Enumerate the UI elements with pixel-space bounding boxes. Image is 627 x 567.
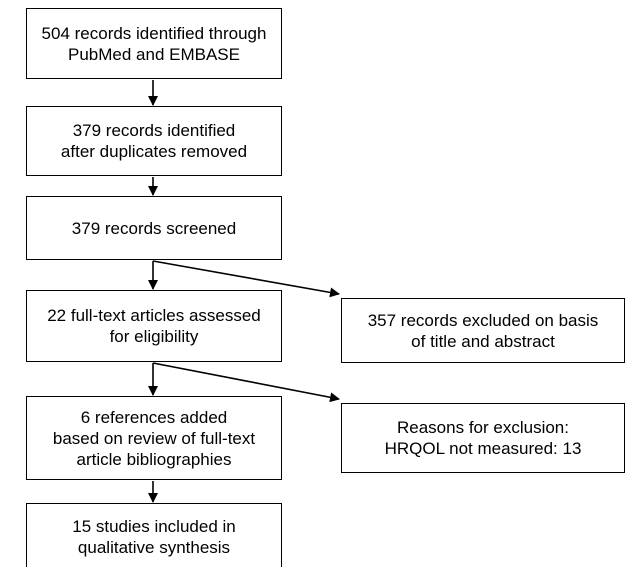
- records-excluded-box: 357 records excluded on basis of title a…: [341, 298, 625, 363]
- box-text-line: 22 full-text articles assessed: [47, 306, 261, 325]
- arrow-full-text-to-exclusion-reasons: [152, 362, 340, 403]
- records-identified-box: 504 records identified through PubMed an…: [26, 8, 282, 79]
- box-text-line: 15 studies included in: [72, 517, 236, 536]
- box-text-line: PubMed and EMBASE: [68, 44, 240, 64]
- box-text-line: article bibliographies: [76, 449, 232, 469]
- references-added-box: 6 references added based on review of fu…: [26, 396, 282, 480]
- exclusion-reasons-box: Reasons for exclusion: HRQOL not measure…: [341, 403, 625, 473]
- studies-included-box: 15 studies included in qualitative synth…: [26, 503, 282, 567]
- box-text-line: 379 records identified: [72, 121, 236, 140]
- records-screened-box: 379 records screened: [26, 196, 282, 260]
- box-text-line: Reasons for exclusion:: [397, 418, 569, 437]
- box-text-line: 357 records excluded on basis: [367, 310, 599, 330]
- after-duplicates-box: 379 records identified after duplicates …: [26, 106, 282, 176]
- box-text-line: qualitative synthesis: [77, 538, 231, 557]
- box-text-line: of title and abstract: [411, 331, 555, 351]
- box-text-line: based on review of full-text: [52, 428, 256, 448]
- box-text-line: HRQOL not measured: 13: [384, 439, 582, 458]
- box-text-line: for eligibility: [109, 327, 199, 346]
- arrow-screened-to-excluded: [152, 260, 340, 298]
- box-text-line: after duplicates removed: [60, 142, 248, 161]
- box-text-line: 379 records screened: [71, 218, 237, 238]
- full-text-assessed-box: 22 full-text articles assessed for eligi…: [26, 290, 282, 362]
- box-text-line: 504 records identified through: [41, 23, 267, 43]
- box-text-line: 6 references added: [80, 407, 228, 427]
